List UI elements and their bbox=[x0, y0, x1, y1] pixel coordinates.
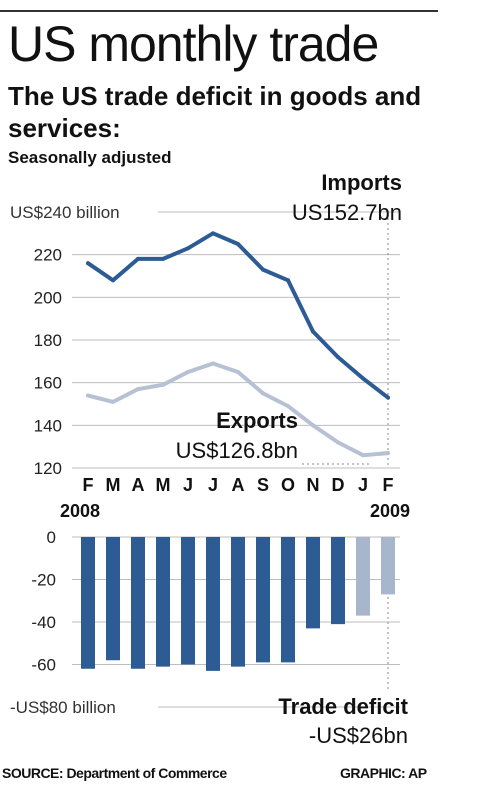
exports-point bbox=[211, 361, 215, 366]
month-tick-label: J bbox=[358, 475, 368, 495]
imports-point bbox=[361, 376, 365, 381]
deficit-bar bbox=[206, 537, 220, 671]
exports-point bbox=[336, 440, 340, 445]
bars-layer bbox=[81, 537, 395, 671]
lines-layer bbox=[86, 231, 390, 458]
top-rule bbox=[0, 10, 438, 12]
imports-point bbox=[336, 355, 340, 360]
year-label-start: 2008 bbox=[60, 501, 100, 521]
exports-label: Exports bbox=[216, 408, 298, 433]
line-y-tick-label: 220 bbox=[34, 246, 62, 265]
imports-point bbox=[186, 246, 190, 251]
deficit-bar bbox=[356, 537, 370, 616]
bar-y-tick-label: -US$80 billion bbox=[10, 698, 116, 717]
month-tick-label: N bbox=[307, 475, 320, 495]
bar-y-tick-label: -20 bbox=[31, 571, 56, 590]
exports-point bbox=[136, 387, 140, 392]
imports-point bbox=[111, 278, 115, 283]
month-tick-label: F bbox=[83, 475, 94, 495]
bar-y-tick-label: -40 bbox=[31, 613, 56, 632]
exports-point bbox=[386, 451, 390, 456]
imports-point bbox=[211, 231, 215, 236]
line-y-tick-label: 120 bbox=[34, 459, 62, 478]
month-tick-label: M bbox=[106, 475, 121, 495]
exports-latest-value: US$126.8bn bbox=[176, 438, 298, 463]
deficit-bar bbox=[131, 537, 145, 669]
exports-point bbox=[261, 391, 265, 396]
deficit-bar bbox=[81, 537, 95, 669]
deficit-bar bbox=[181, 537, 195, 665]
line-y-tick-label: 140 bbox=[34, 416, 62, 435]
deficit-latest-value: -US$26bn bbox=[309, 723, 408, 748]
imports-point bbox=[386, 395, 390, 400]
deficit-bar bbox=[256, 537, 270, 663]
seasonal-note: Seasonally adjusted bbox=[8, 148, 172, 167]
year-label-end: 2009 bbox=[370, 501, 410, 521]
imports-point bbox=[161, 256, 165, 261]
line-y-tick-label: 200 bbox=[34, 288, 62, 307]
deficit-bar bbox=[231, 537, 245, 667]
labels-layer: 120 140 160 180 200 220 US$240 billion Imports U… bbox=[10, 170, 410, 748]
imports-label: Imports bbox=[321, 170, 402, 195]
graphic-credit: GRAPHIC: AP bbox=[340, 765, 427, 781]
imports-point bbox=[311, 329, 315, 334]
deficit-bar bbox=[156, 537, 170, 667]
exports-point bbox=[311, 423, 315, 428]
line-y-tick-label: 160 bbox=[34, 374, 62, 393]
imports-point bbox=[286, 278, 290, 283]
month-tick-label: A bbox=[232, 475, 245, 495]
exports-point bbox=[286, 404, 290, 409]
exports-point bbox=[111, 399, 115, 404]
exports-point bbox=[161, 382, 165, 387]
exports-point bbox=[186, 370, 190, 374]
month-tick-label: A bbox=[132, 475, 145, 495]
month-tick-label: S bbox=[257, 475, 269, 495]
imports-point bbox=[86, 261, 90, 266]
bar-y-tick-label: 0 bbox=[47, 528, 56, 547]
deficit-bar bbox=[331, 537, 345, 625]
deficit-bar bbox=[306, 537, 320, 629]
month-tick-label: M bbox=[156, 475, 171, 495]
month-tick-label: F bbox=[383, 475, 394, 495]
deficit-bar bbox=[381, 537, 395, 595]
exports-point bbox=[361, 453, 365, 458]
imports-point bbox=[236, 242, 240, 246]
month-tick-label: J bbox=[208, 475, 218, 495]
deficit-bar bbox=[281, 537, 295, 663]
bar-y-tick-label: -60 bbox=[31, 656, 56, 675]
month-tick-label: O bbox=[281, 475, 295, 495]
chart-subtitle: The US trade deficit in goods and servic… bbox=[8, 81, 422, 143]
month-tick-label: J bbox=[183, 475, 193, 495]
imports-point bbox=[261, 267, 265, 272]
line-y-tick-label: US$240 billion bbox=[10, 203, 120, 222]
imports-point bbox=[136, 256, 140, 261]
source-note: SOURCE: Department of Commerce bbox=[2, 765, 227, 781]
month-tick-label: D bbox=[332, 475, 345, 495]
exports-point bbox=[86, 393, 90, 398]
deficit-label: Trade deficit bbox=[278, 694, 408, 719]
exports-point bbox=[236, 370, 240, 374]
imports-latest-value: US152.7bn bbox=[292, 200, 402, 225]
line-y-tick-label: 180 bbox=[34, 331, 62, 350]
page-title: US monthly trade bbox=[8, 16, 379, 72]
deficit-bar bbox=[106, 537, 120, 661]
